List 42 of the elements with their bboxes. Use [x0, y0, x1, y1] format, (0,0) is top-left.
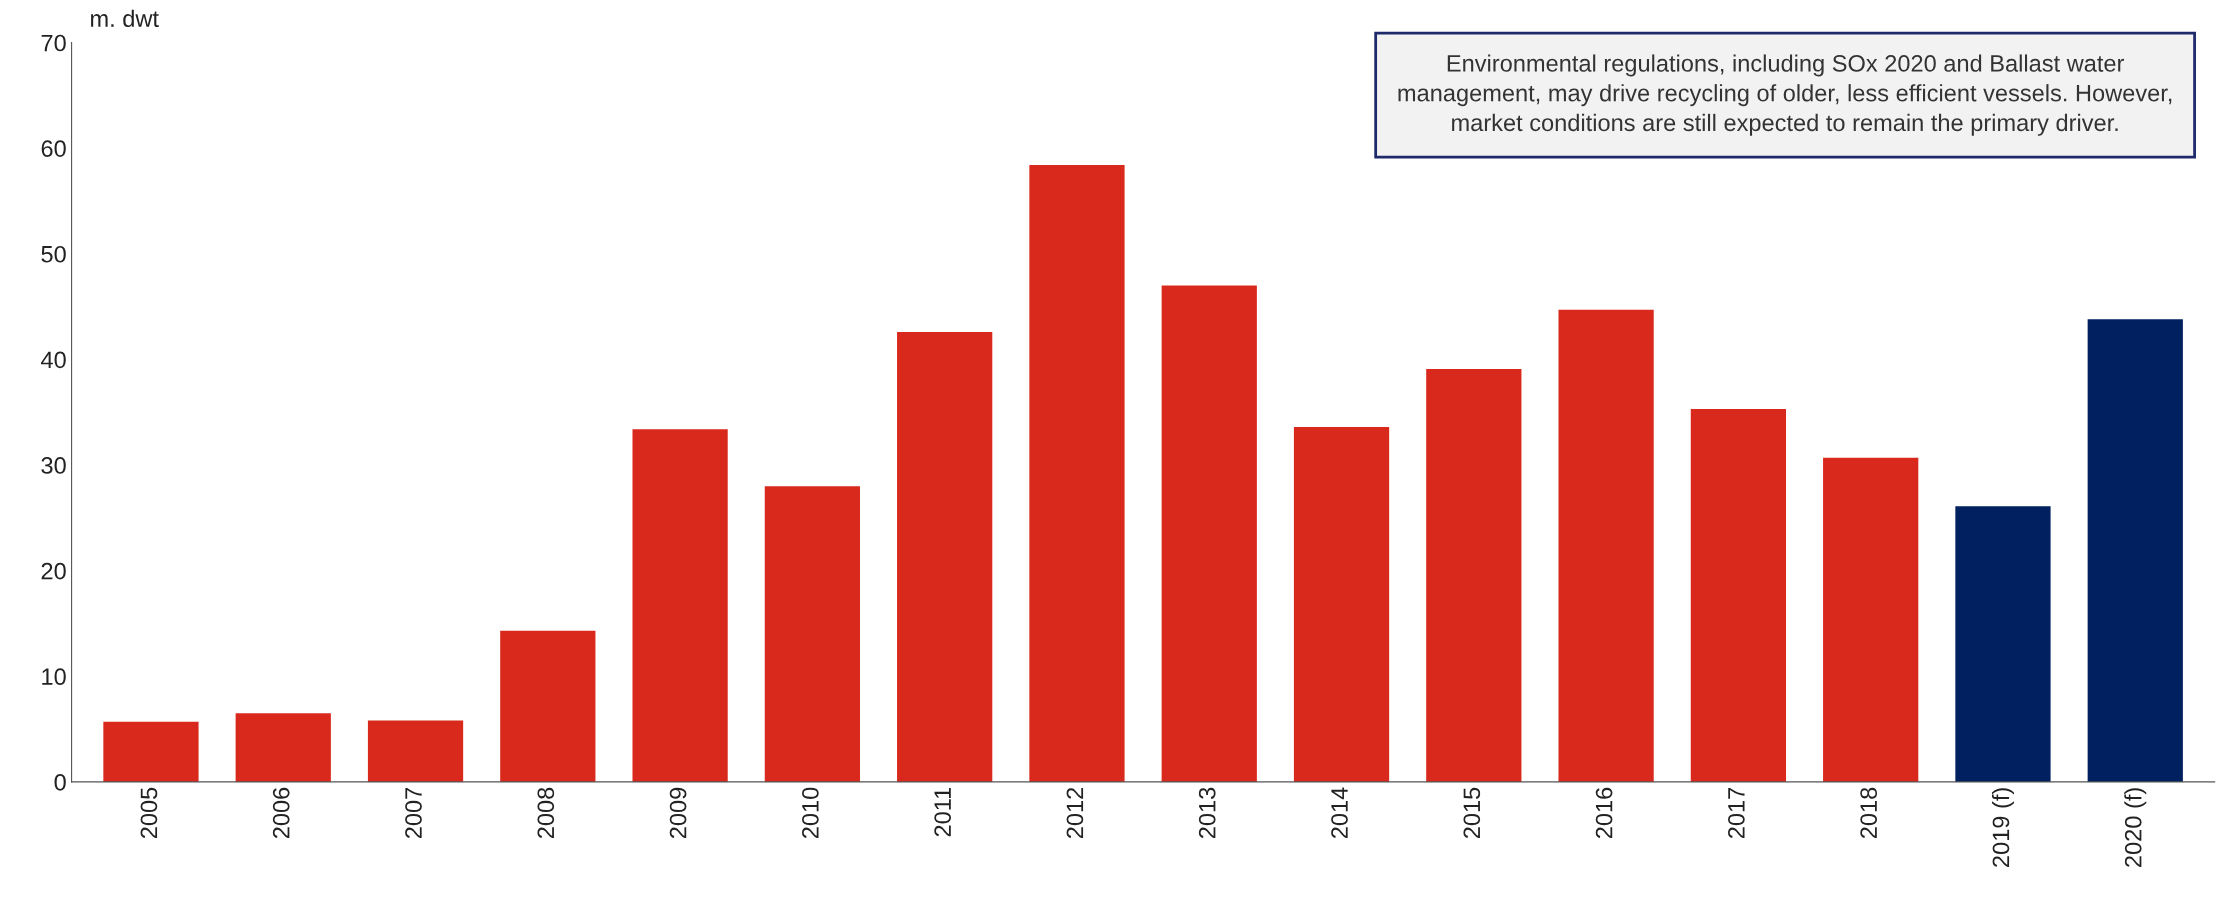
x-tick-label: 2009 — [669, 787, 687, 839]
bar — [235, 713, 331, 782]
x-tick-label: 2008 — [537, 787, 555, 839]
bar — [1426, 368, 1522, 782]
annotation: Environmental regulations, including SOx 2020 and Ballast water management, may drive recycling of older, less efficient vessels. However, market conditions are still expected to remain the primary driver. — [1398, 54, 2172, 136]
bar — [2087, 319, 2183, 782]
x-tick-label: 2007 — [405, 787, 422, 839]
bar — [1029, 165, 1125, 782]
bar — [632, 429, 728, 782]
y-tick-label: 20 — [41, 562, 66, 580]
bar — [897, 331, 993, 782]
bar — [367, 720, 464, 782]
x-tick-label: 2016 — [1595, 787, 1613, 839]
y-tick-label: 50 — [41, 245, 66, 263]
x-tick-label: 2019 (f) — [1991, 788, 2014, 867]
bar — [764, 486, 861, 782]
bar — [103, 721, 199, 782]
y-axis-title: m. dwt — [91, 9, 159, 28]
bar — [1161, 285, 1257, 782]
x-tick-label: 2011 — [934, 787, 952, 837]
y-tick-label: 10 — [42, 668, 66, 686]
x-tick-label: 2017 — [1728, 787, 1745, 839]
x-tick-label: 2013 — [1198, 787, 1216, 839]
bar — [1690, 409, 1787, 782]
bar — [1955, 506, 2051, 782]
x-tick-label: 2006 — [272, 787, 290, 839]
y-tick-label: 40 — [41, 351, 66, 369]
bar — [500, 630, 596, 782]
x-tick-label: 2005 — [140, 787, 158, 839]
x-tick-label: 2014 — [1331, 787, 1348, 839]
y-tick-label: 30 — [41, 457, 66, 474]
x-tick-label: 2010 — [802, 787, 819, 839]
bar — [1558, 309, 1654, 782]
x-tick-label: 2012 — [1066, 787, 1084, 839]
y-tick-label: 60 — [41, 140, 66, 157]
x-tick-label: 2015 — [1463, 787, 1481, 839]
bar — [1823, 457, 1919, 782]
bar — [1293, 427, 1390, 782]
x-tick-label: 2018 — [1860, 787, 1878, 839]
y-tick-label: 0 — [54, 773, 66, 791]
x-tick-label: 2020 (f) — [2124, 788, 2147, 867]
y-tick-label: 70 — [41, 34, 66, 52]
